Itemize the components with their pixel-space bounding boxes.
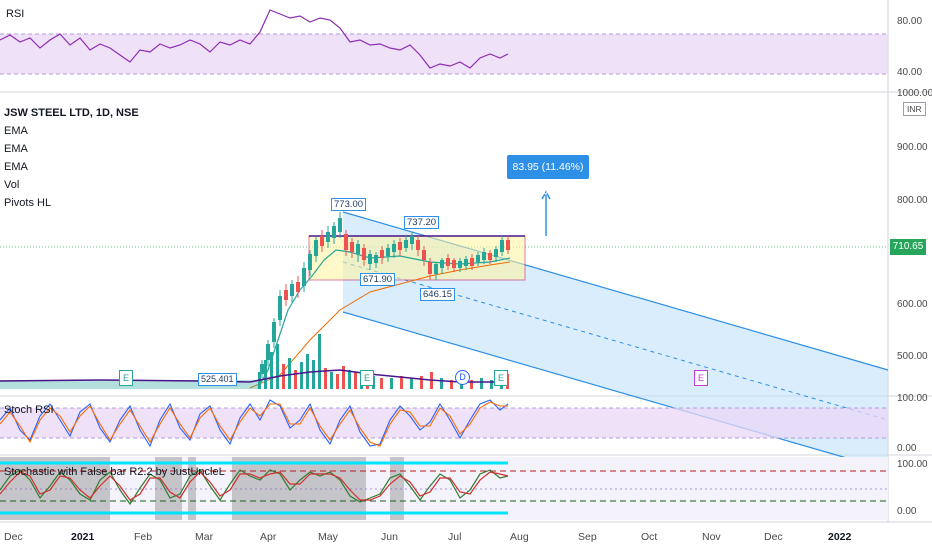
time-axis-label: 2022 <box>828 531 852 543</box>
rsi-axis-tick-40: 40.00 <box>897 67 923 78</box>
measure-label[interactable]: 83.95 (11.46%) 1679 <box>507 155 589 197</box>
time-axis-label: Apr <box>260 531 277 543</box>
time-axis-label: Oct <box>641 531 658 543</box>
earnings-icon[interactable]: E <box>360 370 374 386</box>
legend-ema-3[interactable]: EMA <box>4 161 28 173</box>
stochastic-axis-tick-100: 100.00 <box>897 459 928 470</box>
price-axis-tick: 800.00 <box>897 195 928 206</box>
stoch-axis-tick-100: 100.00 <box>897 393 928 404</box>
volume-value-label: 525.401 <box>198 373 237 386</box>
main-legend: JSW STEEL LTD, 1D, NSE EMA EMA EMA Vol P… <box>4 104 139 212</box>
price-axis-tick: 600.00 <box>897 299 928 310</box>
price-axis-tick: 1000.00 <box>897 88 932 99</box>
earnings-icon[interactable]: E <box>494 370 508 386</box>
legend-ema-2[interactable]: EMA <box>4 143 28 155</box>
pivot-high-label: 737.20 <box>404 216 440 229</box>
time-axis-label: May <box>318 531 338 543</box>
price-axis-tick: 900.00 <box>897 142 928 153</box>
price-axis-tick: 500.00 <box>897 351 928 362</box>
time-axis-label: Dec <box>764 531 783 543</box>
legend-pivots-hl[interactable]: Pivots HL <box>4 197 52 209</box>
stochastic-title[interactable]: Stochastic with False bar R2.2 by JustUn… <box>4 466 225 478</box>
stochastic-axis-tick-0: 0.00 <box>897 506 917 517</box>
rsi-title[interactable]: RSI <box>6 8 25 20</box>
pivot-low-label: 671.90 <box>360 273 396 286</box>
time-axis-label: Jul <box>448 531 462 543</box>
time-axis-label: Nov <box>702 531 721 543</box>
last-price-tag: 710.65 <box>890 239 926 255</box>
dividend-icon[interactable]: D <box>455 370 470 385</box>
time-axis-label: Mar <box>195 531 214 543</box>
time-axis-label: Sep <box>578 531 597 543</box>
time-axis-label: Jun <box>381 531 398 543</box>
stoch-rsi-title[interactable]: Stoch RSI <box>4 404 54 416</box>
earnings-icon[interactable]: E <box>694 370 708 386</box>
legend-ema-1[interactable]: EMA <box>4 125 28 137</box>
currency-badge[interactable]: INR <box>903 102 926 116</box>
time-axis-label: 2021 <box>71 531 95 543</box>
stoch-axis-tick-0: 0.00 <box>897 443 917 454</box>
time-axis-label: Feb <box>134 531 153 543</box>
pivot-low-label: 646.15 <box>420 288 456 301</box>
pivot-high-label: 773.00 <box>331 198 367 211</box>
time-axis-label: Aug <box>510 531 529 543</box>
earnings-icon[interactable]: E <box>119 370 133 386</box>
rsi-axis-tick-80: 80.00 <box>897 16 923 27</box>
symbol-title[interactable]: JSW STEEL LTD, 1D, NSE <box>4 107 139 119</box>
legend-vol[interactable]: Vol <box>4 179 20 191</box>
time-axis-label: Dec <box>4 531 23 543</box>
